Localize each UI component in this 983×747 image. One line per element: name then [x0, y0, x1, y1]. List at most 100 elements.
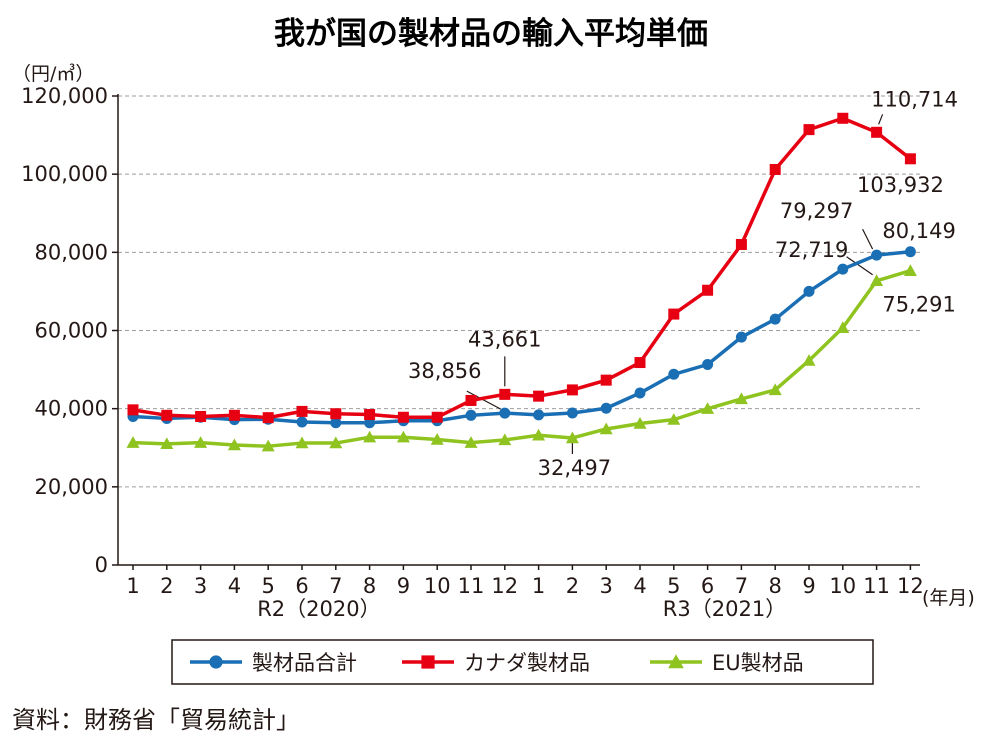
- data-point: [295, 436, 309, 449]
- annotation-leader: [846, 256, 873, 276]
- x-tick-label: 11: [863, 574, 890, 598]
- legend-label: EU製材品: [712, 651, 804, 675]
- x-axis-unit: (年月): [922, 587, 975, 609]
- annotation-leader: [878, 114, 884, 125]
- y-tick-label: 40,000: [35, 397, 108, 421]
- data-point: [533, 409, 545, 421]
- y-tick-label: 80,000: [35, 240, 108, 264]
- year-label: R2（2020）: [257, 597, 380, 621]
- legend-label: 製材品合計: [252, 651, 357, 675]
- data-point: [904, 246, 916, 258]
- data-point: [734, 392, 748, 405]
- data-point: [803, 124, 815, 136]
- legend-label: カナダ製材品: [464, 651, 590, 675]
- data-point: [769, 163, 781, 175]
- data-point: [566, 407, 578, 419]
- annotation-leader: [862, 228, 874, 250]
- data-point: [870, 274, 884, 286]
- x-tick-label: 1: [532, 574, 545, 598]
- series-line: [132, 116, 912, 420]
- data-point: [633, 417, 647, 429]
- y-tick-label: 120,000: [21, 84, 108, 108]
- x-tick-label: 11: [458, 574, 485, 598]
- x-tick-label: 7: [735, 574, 748, 598]
- data-label: 79,297: [780, 199, 853, 223]
- data-point: [566, 384, 578, 396]
- x-tick-label: 7: [329, 574, 342, 598]
- x-tick-label: 12: [897, 574, 924, 598]
- x-tick-label: 10: [424, 574, 451, 598]
- data-point: [330, 417, 342, 429]
- data-point: [837, 263, 849, 275]
- data-point: [397, 411, 409, 423]
- data-point: [702, 284, 714, 296]
- data-point: [421, 655, 435, 669]
- data-label: 75,291: [882, 293, 955, 317]
- data-point: [465, 409, 477, 421]
- data-label: 110,714: [871, 87, 958, 111]
- x-tick-label: 3: [600, 574, 613, 598]
- y-tick-label: 100,000: [21, 162, 108, 186]
- y-tick-labels: 0 20,000 40,000 60,000 80,000 100,000 120,000: [21, 84, 108, 577]
- data-point: [802, 354, 816, 366]
- data-point: [127, 404, 139, 416]
- x-tick-label: 8: [769, 574, 782, 598]
- x-tick-label: 12: [491, 574, 518, 598]
- data-point: [668, 368, 680, 380]
- data-point: [600, 402, 612, 414]
- data-point: [702, 359, 714, 371]
- data-point: [803, 285, 815, 297]
- x-tick-label: 2: [160, 574, 173, 598]
- data-point: [228, 409, 240, 421]
- source-note: 資料：財務省「貿易統計」: [12, 706, 300, 734]
- x-tick-label: 2: [566, 574, 579, 598]
- year-label: R3（2021）: [663, 597, 786, 621]
- data-point: [465, 394, 477, 406]
- annotation-leaders: [466, 114, 884, 454]
- data-point: [904, 153, 916, 165]
- data-point: [769, 313, 781, 325]
- data-point: [364, 409, 376, 421]
- data-label: 80,149: [882, 219, 955, 243]
- data-point: [209, 655, 223, 669]
- data-point: [296, 405, 308, 417]
- y-tick-label: 60,000: [35, 319, 108, 343]
- data-point: [363, 430, 377, 443]
- data-point: [227, 438, 241, 451]
- data-label: 103,932: [857, 173, 944, 197]
- data-label: 38,856: [408, 359, 481, 383]
- data-point: [499, 388, 511, 400]
- legend: 製材品合計 カナダ製材品 EU製材品: [171, 639, 874, 685]
- annotation-leader: [466, 390, 502, 410]
- x-tick-label: 5: [667, 574, 680, 598]
- data-point: [836, 321, 850, 333]
- data-point: [668, 308, 680, 320]
- chart-title: 我が国の製材品の輸入平均単価: [274, 16, 708, 52]
- y-tick-label: 20,000: [35, 475, 108, 499]
- x-tick-labels: 1 2 3 4 5 6 7 8 9 10 11 12 1 2 3 4 5 6 7 8 9 10 11 12: [126, 574, 923, 598]
- year-labels: R2（2020） R3（2021）: [257, 597, 786, 621]
- data-point: [667, 413, 681, 425]
- data-point: [871, 126, 883, 138]
- data-point: [161, 409, 173, 421]
- data-point: [262, 412, 274, 424]
- x-tick-label: 9: [397, 574, 410, 598]
- data-point: [600, 374, 612, 386]
- data-label: 72,719: [775, 238, 848, 262]
- data-point: [837, 112, 849, 124]
- series-markers: [126, 112, 917, 452]
- data-point: [396, 430, 410, 443]
- data-point: [126, 436, 140, 448]
- data-point: [903, 264, 917, 276]
- data-point: [330, 408, 342, 420]
- data-point: [499, 407, 511, 419]
- series-lines: [132, 116, 912, 448]
- series-line: [132, 250, 911, 425]
- data-point: [735, 239, 747, 251]
- data-label: 43,661: [468, 327, 541, 351]
- legend-box: [171, 639, 874, 685]
- data-point: [498, 433, 512, 446]
- y-tick-label: 0: [95, 553, 108, 577]
- x-tick-label: 10: [829, 574, 856, 598]
